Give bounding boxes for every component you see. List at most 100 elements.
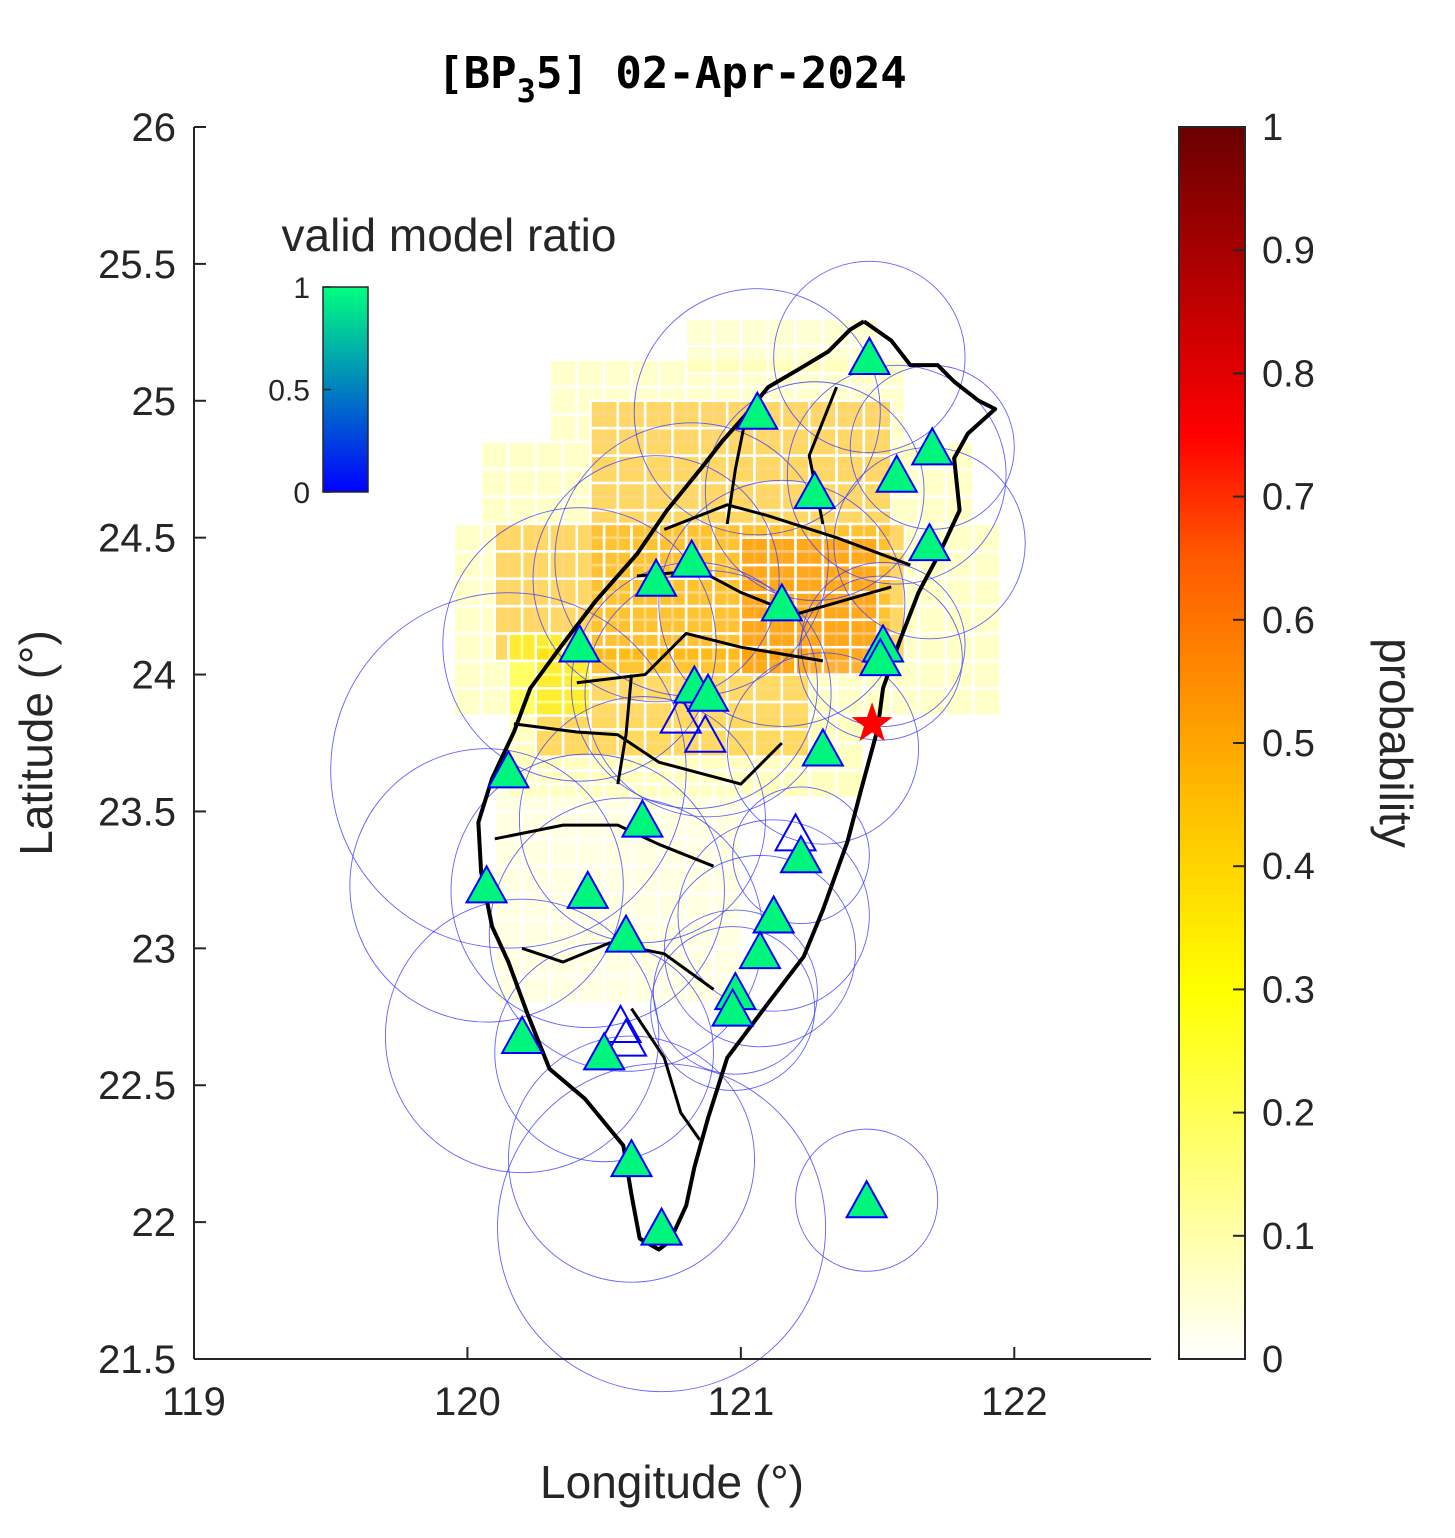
- probability-cell: [508, 469, 535, 496]
- probability-cell: [631, 360, 658, 387]
- probability-cell: [659, 811, 686, 838]
- probability-cell: [768, 319, 795, 346]
- probability-cell: [809, 770, 836, 797]
- probability-cell: [659, 866, 686, 893]
- colorbar-tick-label: 1: [1262, 107, 1283, 149]
- probability-cell: [549, 784, 576, 811]
- probability-cell: [741, 538, 768, 565]
- probability-cell: [604, 524, 631, 551]
- probability-cell: [508, 497, 535, 524]
- probability-cell: [549, 839, 576, 866]
- probability-cell: [700, 401, 727, 428]
- probability-cell: [522, 894, 549, 921]
- probability-cell: [604, 360, 631, 387]
- probability-cell: [577, 524, 604, 551]
- probability-cell: [577, 839, 604, 866]
- probability-cell: [741, 346, 768, 373]
- colorbar-tick-label: 0.9: [1262, 230, 1315, 272]
- probability-cell: [549, 921, 576, 948]
- probability-cell: [577, 784, 604, 811]
- y-tick-label: 25.5: [98, 243, 176, 287]
- probability-cell: [522, 606, 549, 633]
- probability-cell: [686, 894, 713, 921]
- probability-cell: [782, 770, 809, 797]
- y-tick-label: 21.5: [98, 1338, 176, 1382]
- y-tick-label: 22: [132, 1201, 177, 1245]
- probability-cell: [508, 633, 535, 660]
- colorbar-tick-label: 0.6: [1262, 600, 1315, 642]
- probability-cell: [563, 497, 590, 524]
- probability-cell: [481, 661, 508, 688]
- probability-cell: [768, 620, 795, 647]
- probability-cell: [659, 360, 686, 387]
- probability-cell: [522, 866, 549, 893]
- colorbar-tick-label: 0: [1262, 1339, 1283, 1381]
- probability-cell: [919, 606, 946, 633]
- probability-cell: [522, 551, 549, 578]
- probability-cell: [686, 319, 713, 346]
- ratio-tick-label: 0: [293, 477, 310, 510]
- probability-cell: [549, 866, 576, 893]
- y-axis-label: Latitude (°): [10, 630, 62, 856]
- probability-cell: [796, 319, 823, 346]
- probability-cell: [755, 483, 782, 510]
- probability-cell: [481, 688, 508, 715]
- y-tick-label: 26: [132, 106, 177, 150]
- probability-cell: [522, 579, 549, 606]
- x-axis-label: Longitude (°): [540, 1456, 804, 1508]
- y-tick-label: 23: [132, 927, 177, 971]
- probability-cell: [891, 688, 918, 715]
- colorbar-tick-label: 0.5: [1262, 723, 1315, 765]
- probability-cell: [536, 688, 563, 715]
- ratio-tick-label: 0.5: [268, 375, 310, 408]
- probability-cell: [549, 387, 576, 414]
- probability-cell: [454, 661, 481, 688]
- probability-cell: [891, 497, 918, 524]
- probability-cell: [782, 456, 809, 483]
- probability-cell: [522, 839, 549, 866]
- probability-cell: [714, 579, 741, 606]
- probability-cell: [768, 538, 795, 565]
- colorbar-label: probability: [1370, 638, 1422, 848]
- probability-cell: [454, 688, 481, 715]
- probability-cell: [549, 524, 576, 551]
- y-tick-label: 24: [132, 654, 177, 698]
- colorbar-tick-label: 0.3: [1262, 969, 1315, 1011]
- probability-cell: [631, 894, 658, 921]
- colorbar-tick-label: 0.4: [1262, 846, 1315, 888]
- probability-cell: [522, 811, 549, 838]
- probability-cell: [618, 401, 645, 428]
- ratio-tick-label: 1: [293, 272, 310, 305]
- probability-cell: [454, 524, 481, 551]
- probability-cell: [454, 606, 481, 633]
- probability-cell: [727, 675, 754, 702]
- probability-cell: [618, 647, 645, 674]
- probability-cell: [536, 442, 563, 469]
- y-tick-label: 25: [132, 380, 177, 424]
- probability-cell: [796, 565, 823, 592]
- colorbar-tick-label: 0.7: [1262, 477, 1315, 519]
- probability-cell: [563, 469, 590, 496]
- probability-cell: [946, 551, 973, 578]
- probability-cell: [577, 360, 604, 387]
- probability-cell: [577, 579, 604, 606]
- probability-cell: [522, 976, 549, 1003]
- probability-cell: [481, 469, 508, 496]
- probability-cell: [946, 579, 973, 606]
- probability-cell: [741, 319, 768, 346]
- probability-cell: [604, 579, 631, 606]
- probability-cell: [686, 346, 713, 373]
- probability-cell: [755, 456, 782, 483]
- probability-cell: [577, 976, 604, 1003]
- probability-cell: [686, 921, 713, 948]
- probability-cell: [973, 524, 1000, 551]
- probability-cell: [673, 428, 700, 455]
- probability-cell: [782, 675, 809, 702]
- probability-cell: [495, 606, 522, 633]
- probability-cell: [714, 866, 741, 893]
- x-tick-label: 119: [162, 1380, 226, 1424]
- probability-cell: [577, 551, 604, 578]
- probability-cell: [755, 729, 782, 756]
- ratio-legend-title: valid model ratio: [282, 209, 617, 261]
- probability-cell: [618, 483, 645, 510]
